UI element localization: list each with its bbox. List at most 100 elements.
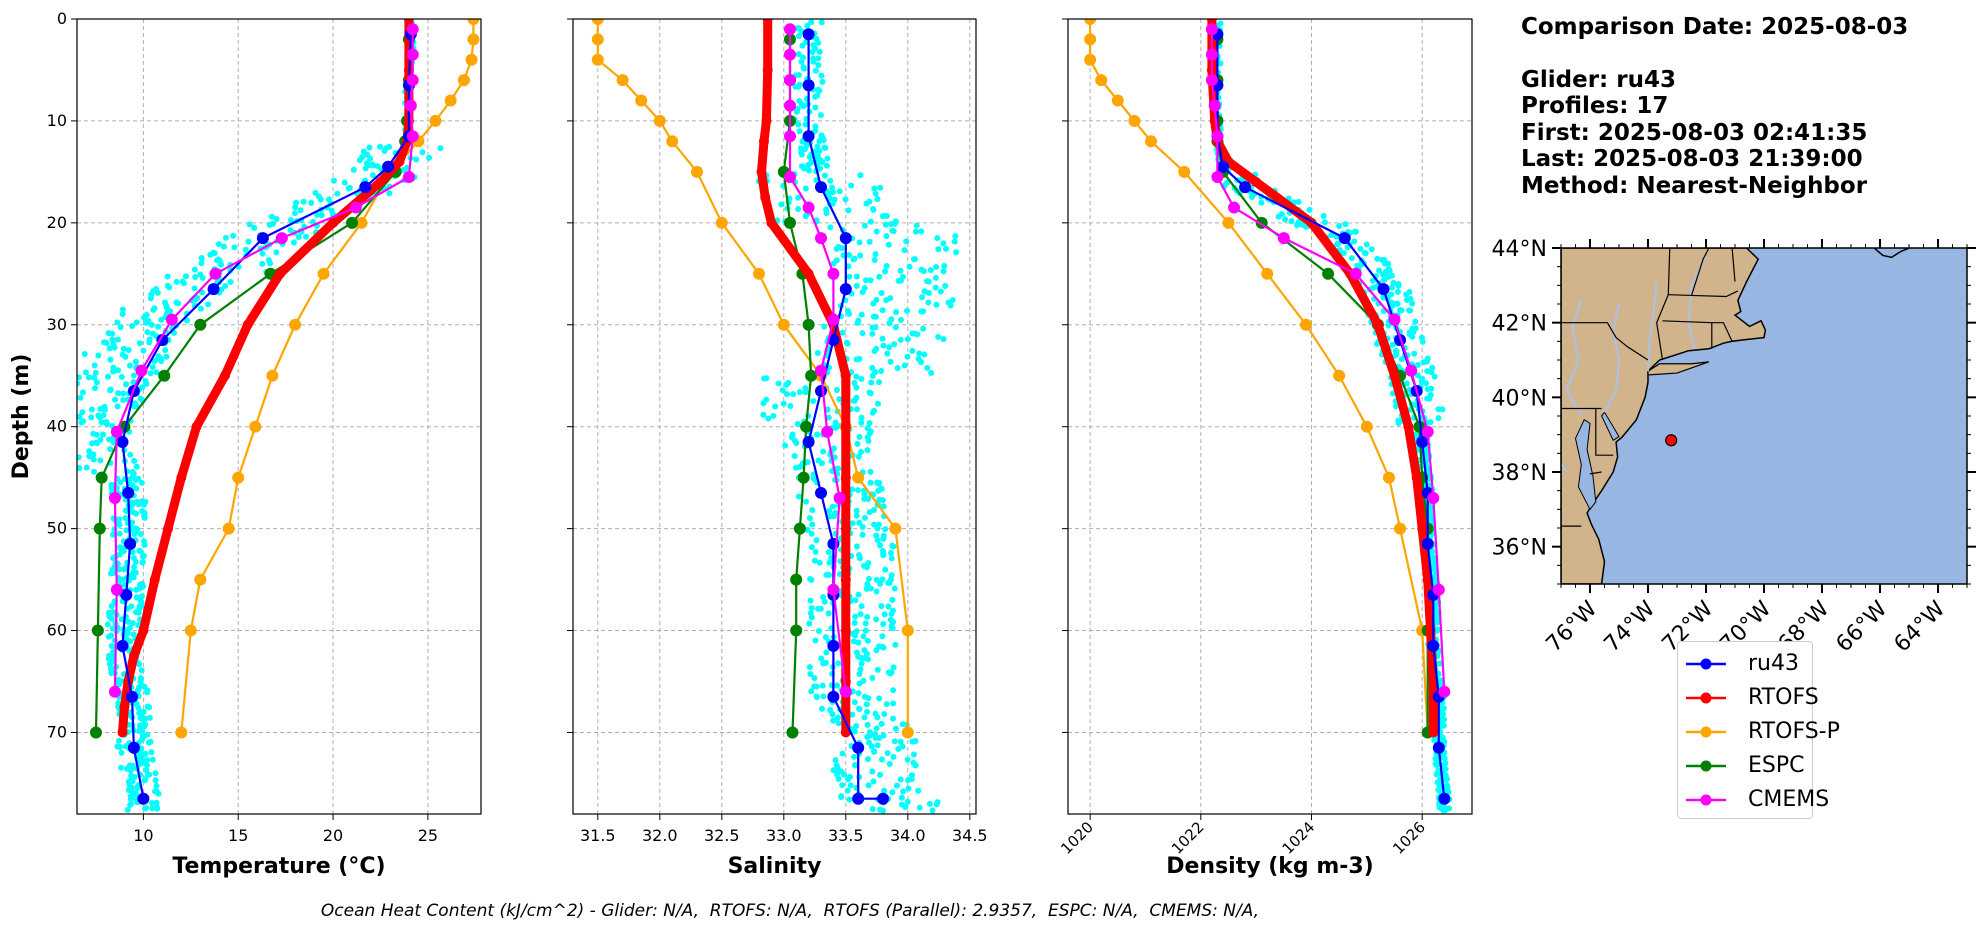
glider-raw-point: [815, 457, 822, 464]
glider-raw-point: [892, 641, 899, 648]
glider-raw-point: [273, 249, 280, 256]
glider-raw-point: [874, 525, 881, 532]
glider-raw-point: [836, 188, 843, 195]
glider-raw-point: [866, 389, 873, 396]
glider-raw-point: [1368, 246, 1375, 253]
glider-raw-point: [146, 339, 153, 346]
glider-raw-point: [142, 750, 149, 757]
glider-raw-point: [133, 319, 140, 326]
glider-raw-point: [834, 714, 841, 721]
legend-item-ru43: ru43: [1678, 648, 1812, 682]
glider-raw-point: [149, 364, 156, 371]
glider-raw-point: [892, 725, 899, 732]
glider-raw-point: [809, 48, 816, 55]
glider-raw-point: [116, 530, 123, 537]
glider-raw-point: [269, 220, 276, 227]
glider-raw-point: [876, 734, 883, 741]
series-point-rtofs-p: [222, 522, 235, 535]
glider-raw-point: [883, 212, 890, 219]
glider-raw-point: [795, 71, 802, 78]
plot-area: [77, 19, 480, 813]
series-point-ru43: [815, 181, 827, 194]
glider-raw-point: [123, 527, 130, 534]
glider-raw-point: [870, 300, 877, 307]
glider-raw-point: [120, 345, 127, 352]
glider-raw-point: [115, 737, 122, 744]
glider-raw-point: [868, 379, 875, 386]
glider-raw-point: [905, 785, 912, 792]
glider-raw-point: [868, 743, 875, 750]
glider-raw-point: [867, 277, 874, 284]
glider-raw-point: [885, 241, 892, 248]
series-point-rtofs-p: [1382, 471, 1395, 484]
glider-raw-point: [147, 370, 154, 377]
glider-raw-point: [778, 201, 785, 208]
glider-raw-point: [924, 278, 931, 285]
glider-raw-point: [854, 487, 861, 494]
glider-raw-point: [267, 260, 274, 267]
series-point-ru43: [116, 435, 129, 448]
legend-label: ru43: [1748, 651, 1799, 676]
glider-raw-point: [796, 389, 803, 396]
glider-raw-point: [854, 406, 861, 413]
x-tick-label: 1026: [1389, 818, 1429, 858]
glider-raw-point: [853, 507, 860, 514]
series-point-rtofs: [840, 727, 851, 738]
glider-raw-point: [108, 603, 115, 610]
series-point-cmems: [815, 232, 827, 245]
glider-raw-point: [137, 531, 144, 538]
glider-raw-point: [879, 633, 886, 640]
glider-raw-point: [859, 330, 866, 337]
legend-label: RTOFS-P: [1748, 719, 1840, 744]
glider-raw-point: [869, 330, 876, 337]
glider-raw-point: [128, 603, 135, 610]
glider-raw-point: [109, 531, 116, 538]
glider-raw-point: [933, 301, 940, 308]
glider-raw-point: [1389, 284, 1396, 291]
series-point-espc: [158, 369, 171, 382]
glider-raw-point: [815, 628, 822, 635]
glider-raw-point: [829, 503, 836, 510]
series-point-rtofs-p: [266, 369, 279, 382]
comparison-date: Comparison Date: 2025-08-03: [1521, 14, 1909, 40]
series-point-ru43: [839, 283, 852, 296]
glider-raw-point: [791, 452, 798, 459]
glider-raw-point: [93, 431, 100, 438]
glider-raw-point: [808, 19, 815, 26]
glider-raw-point: [192, 273, 199, 280]
glider-raw-point: [816, 138, 823, 145]
glider-raw-point: [830, 445, 837, 452]
glider-raw-point: [127, 796, 134, 803]
glider-raw-point: [122, 507, 129, 514]
glider-raw-point: [881, 611, 888, 618]
series-point-ru43: [802, 130, 815, 143]
glider-raw-point: [890, 753, 897, 760]
state-border: [1561, 322, 1629, 348]
glider-raw-point: [857, 252, 864, 259]
glider-raw-point: [334, 190, 341, 197]
glider-raw-point: [222, 234, 229, 241]
glider-raw-point: [92, 369, 99, 376]
glider-raw-point: [873, 647, 880, 654]
glider-raw-point: [287, 227, 294, 234]
series-point-rtofs-p: [901, 624, 914, 637]
glider-raw-point: [122, 514, 129, 521]
glider-raw-point: [933, 264, 940, 271]
series-point-rtofs: [760, 192, 771, 203]
glider-raw-point: [933, 801, 940, 808]
glider-raw-point: [834, 771, 841, 778]
series-point-cmems: [110, 425, 123, 438]
glider-raw-point: [846, 310, 853, 317]
glider-raw-point: [107, 446, 114, 453]
glider-raw-point: [807, 671, 814, 678]
glider-raw-point: [918, 228, 925, 235]
series-point-ru43: [1338, 232, 1351, 245]
glider-raw-point: [136, 710, 143, 717]
glider-raw-point: [822, 634, 829, 641]
glider-raw-point: [904, 798, 911, 805]
series-point-rtofs-p: [1145, 135, 1158, 148]
series-point-rtofs: [1389, 370, 1400, 381]
glider-raw-point: [1217, 60, 1224, 67]
glider-raw-point: [869, 674, 876, 681]
